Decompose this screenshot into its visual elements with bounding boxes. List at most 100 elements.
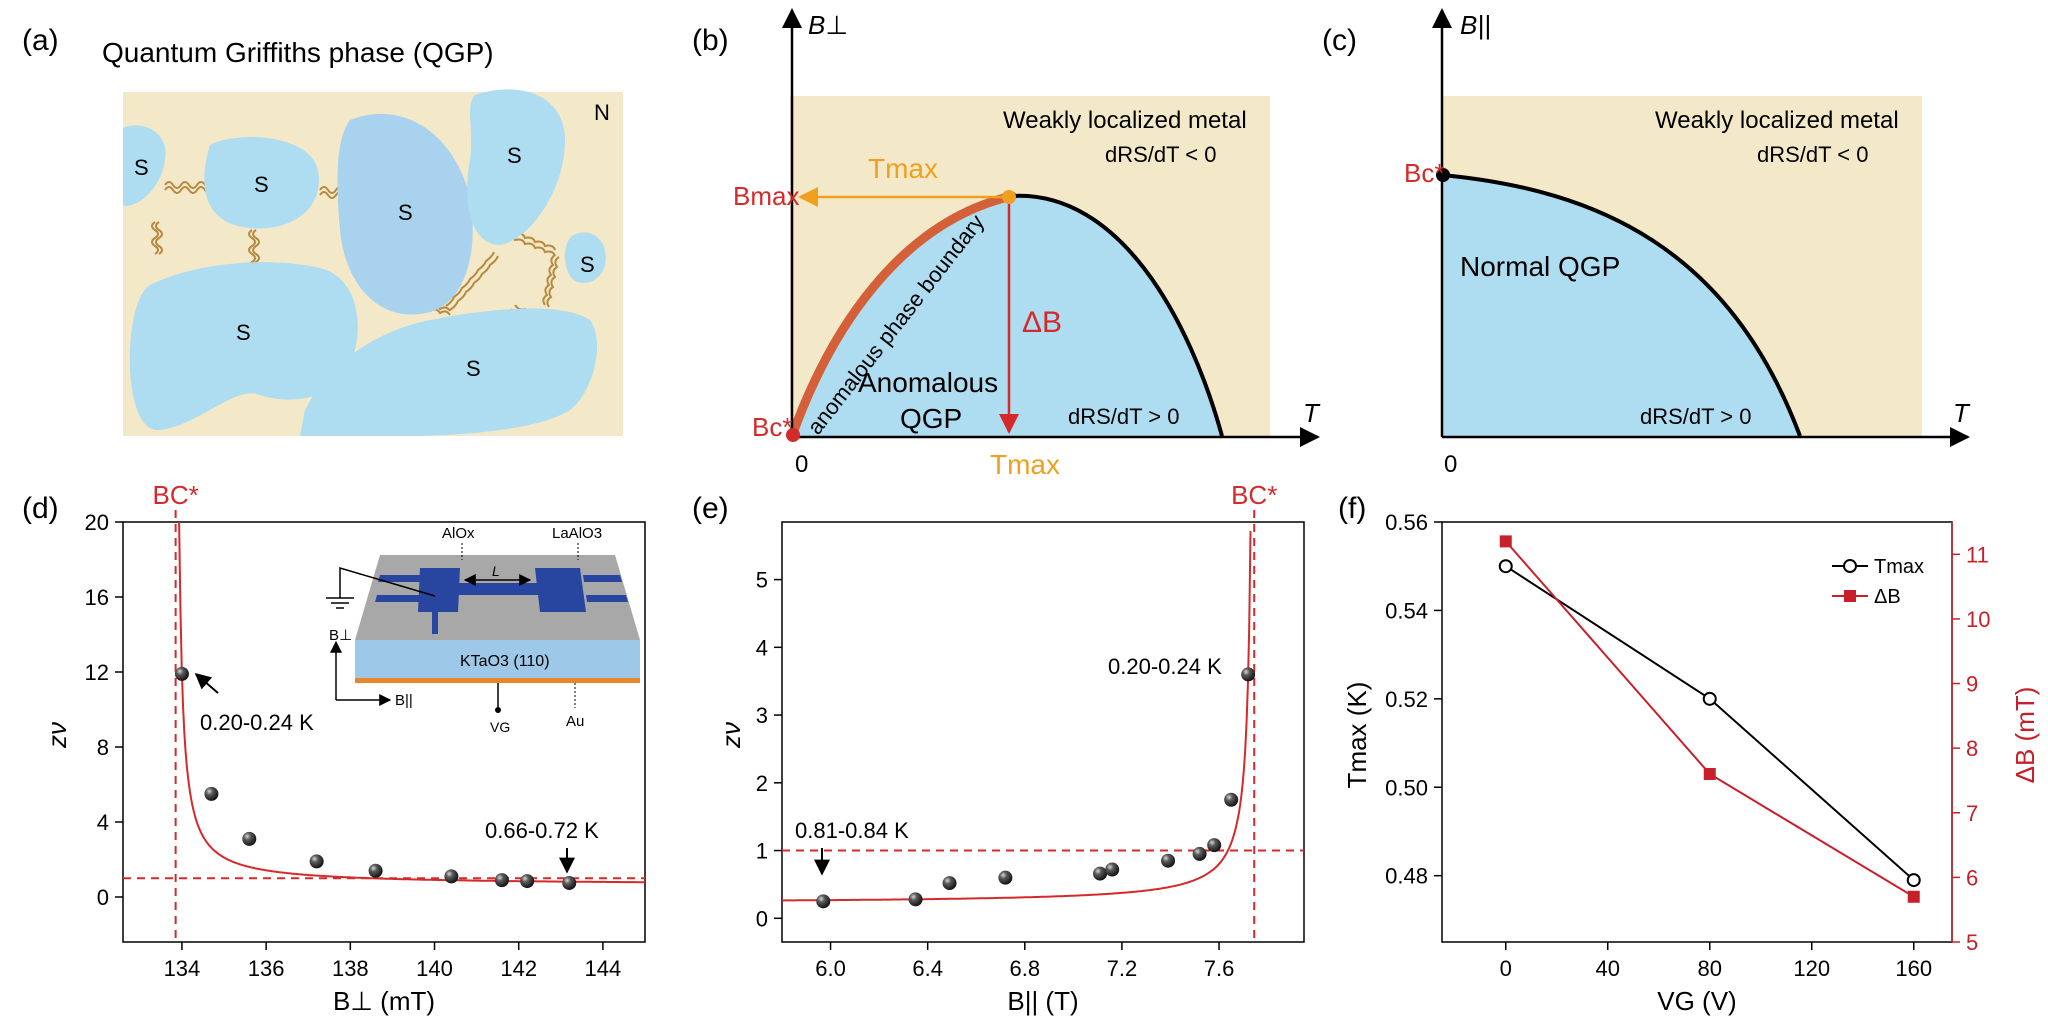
data-point xyxy=(908,892,923,907)
data-point xyxy=(998,870,1013,885)
data-point xyxy=(520,874,535,889)
b-bc-label: Bc* xyxy=(752,412,792,442)
c-phase-boundary xyxy=(1441,173,1802,437)
b-bmax-label: Bmax xyxy=(733,181,799,211)
x-tick-label: 7.6 xyxy=(1204,956,1235,981)
c-bc-label: Bc* xyxy=(1404,158,1444,188)
data-point xyxy=(1241,667,1256,682)
f-y-right-label: ΔB (mT) xyxy=(2010,687,2040,784)
e-data-points xyxy=(816,667,1256,909)
y-tick-label: 0 xyxy=(756,906,768,931)
ktao3-substrate xyxy=(355,640,640,678)
series-point xyxy=(1498,559,1513,574)
x-tick-label: 160 xyxy=(1895,956,1932,981)
y-right-tick-label: 7 xyxy=(1966,801,1978,826)
y-left-tick-label: 0.56 xyxy=(1385,510,1428,535)
d-frame xyxy=(122,521,646,943)
x-tick-label: 144 xyxy=(585,956,622,981)
x-tick-label: 80 xyxy=(1698,956,1722,981)
e-x-axis-label: B|| (T) xyxy=(1007,986,1078,1016)
device-inset: L AlOx LaAlO3 KTaO3 (110) B⊥ B|| VG Au xyxy=(326,525,640,735)
series-point xyxy=(1907,890,1920,903)
f-frame xyxy=(1441,521,1953,943)
e-reference-lines xyxy=(782,510,1304,942)
panel-b: (b) B⊥ T 0 Weakly localized metal dRS/dT… xyxy=(692,8,1321,480)
svg-text:S: S xyxy=(507,143,522,168)
inset-bperp: B⊥ xyxy=(329,627,352,644)
inset-length: L xyxy=(492,563,500,579)
y-tick-label: 3 xyxy=(756,703,768,728)
d-arrow-high xyxy=(194,672,219,694)
f-series xyxy=(1498,535,1921,903)
y-right-tick-label: 6 xyxy=(1966,865,1978,890)
svg-text:S: S xyxy=(398,200,413,225)
panel-a: (a) Quantum Griffiths phase (QGP) N xyxy=(22,24,623,436)
data-point xyxy=(242,831,257,846)
d-annotation-high: 0.20-0.24 K xyxy=(200,710,314,735)
y-tick-label: 4 xyxy=(756,635,768,660)
panel-c: (c) B|| T 0 Weakly localized metal dRS/d… xyxy=(1322,8,1971,478)
data-point xyxy=(444,869,459,884)
b-y-label: B⊥ xyxy=(808,10,848,40)
c-metal-label: Weakly localized metal xyxy=(1655,107,1899,134)
island-labels: S S S S S S S xyxy=(134,143,595,381)
panel-e-label: (e) xyxy=(692,492,729,525)
b-metal-label: Weakly localized metal xyxy=(1003,107,1247,134)
series-point xyxy=(1703,768,1716,780)
panel-a-title: Quantum Griffiths phase (QGP) xyxy=(102,37,494,68)
b-metal-condition: dRS/dT < 0 xyxy=(1105,142,1217,167)
au-back-gate xyxy=(355,678,640,683)
bc-point-c xyxy=(1436,168,1450,182)
x-tick-label: 7.2 xyxy=(1107,956,1138,981)
y-left-tick-label: 0.50 xyxy=(1385,775,1428,800)
d-data-points xyxy=(174,666,577,890)
y-left-tick-label: 0.54 xyxy=(1385,598,1428,623)
data-point xyxy=(1192,846,1207,861)
x-tick-label: 138 xyxy=(332,956,369,981)
x-tick-label: 140 xyxy=(416,956,453,981)
legend-tmax: Tmax xyxy=(1874,556,1924,578)
c-y-label: B|| xyxy=(1460,10,1491,40)
data-point xyxy=(494,873,509,888)
e-ticks: 6.0 6.4 6.8 7.2 7.6 0 1 2 3 4 5 xyxy=(756,568,1235,981)
c-qgp-label: Normal QGP xyxy=(1460,251,1620,282)
x-tick-label: 142 xyxy=(500,956,537,981)
x-tick-label: 0 xyxy=(1500,956,1512,981)
phase-boundary xyxy=(1011,193,1224,437)
e-annotation-low: 0.81-0.84 K xyxy=(795,818,909,843)
data-point xyxy=(368,863,383,878)
b-tmax-label-top: Tmax xyxy=(868,153,938,184)
y-right-tick-label: 5 xyxy=(1966,930,1978,955)
b-qgp-label-1: Anomalous xyxy=(858,367,998,398)
data-point xyxy=(816,894,831,909)
c-qgp-condition: dRS/dT > 0 xyxy=(1640,404,1752,429)
bc-point-b xyxy=(786,428,800,442)
normal-label: N xyxy=(594,100,610,125)
d-reference-lines xyxy=(123,510,645,942)
y-tick-label: 8 xyxy=(97,735,109,760)
e-y-axis-label: zν xyxy=(716,722,746,749)
e-annotation-high: 0.20-0.24 K xyxy=(1108,654,1222,679)
e-frame xyxy=(781,521,1305,943)
data-point xyxy=(204,786,219,801)
x-tick-label: 134 xyxy=(164,956,201,981)
b-x-label: T xyxy=(1303,398,1321,428)
y-right-tick-label: 9 xyxy=(1966,672,1978,697)
b-origin: 0 xyxy=(795,451,808,478)
legend-deltab: ΔB xyxy=(1874,586,1901,608)
y-right-tick-label: 10 xyxy=(1966,607,1990,632)
x-tick-label: 6.4 xyxy=(912,956,943,981)
legend-marker-tmax xyxy=(1843,559,1857,573)
panel-f-label: (f) xyxy=(1338,492,1366,525)
data-point xyxy=(1207,838,1222,853)
c-origin: 0 xyxy=(1444,451,1457,478)
b-tmax-label-bottom: Tmax xyxy=(990,449,1060,480)
y-tick-label: 12 xyxy=(85,660,109,685)
c-x-label: T xyxy=(1953,398,1971,428)
y-left-tick-label: 0.48 xyxy=(1385,864,1428,889)
f-ticks: 0 40 80 120 160 0.48 0.50 0.52 0.54 0.56 5 6 7 8 9 10 11 xyxy=(1385,510,1990,981)
data-point xyxy=(1161,853,1176,868)
d-y-axis-label: zν xyxy=(42,722,72,749)
b-deltab-label: ΔB xyxy=(1022,306,1062,339)
